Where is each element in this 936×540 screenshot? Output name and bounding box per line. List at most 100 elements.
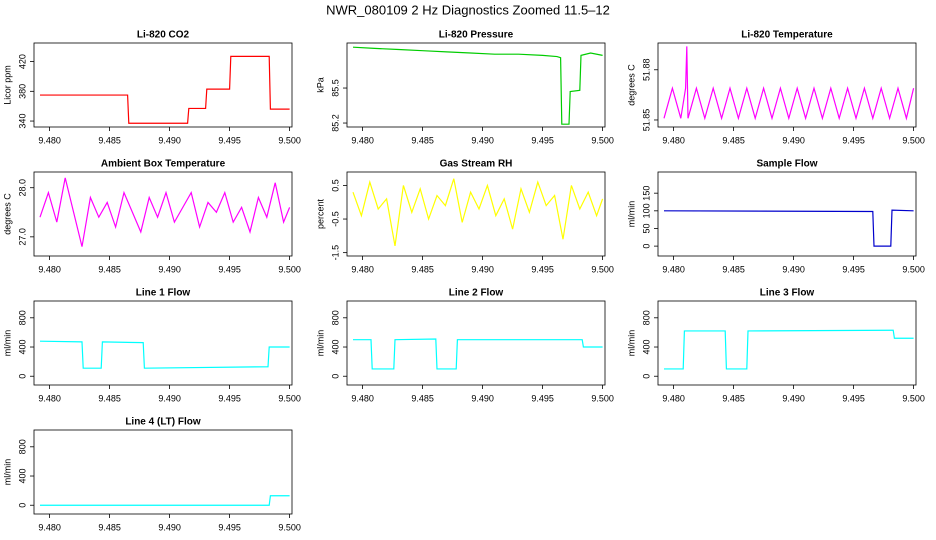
y-tick-label: 800 bbox=[17, 439, 27, 454]
x-tick-label: 9.500 bbox=[591, 135, 614, 145]
y-tick-label: 51.88 bbox=[641, 59, 651, 82]
x-tick-label: 9.490 bbox=[158, 522, 181, 532]
x-tick-label: 9.485 bbox=[411, 264, 434, 274]
plot-frame bbox=[657, 42, 917, 128]
x-tick-label: 9.480 bbox=[38, 393, 61, 403]
y-axis-label: degrees C bbox=[626, 64, 636, 106]
x-tick-label: 9.485 bbox=[98, 264, 121, 274]
y-tick-label: 0 bbox=[17, 503, 27, 508]
x-tick-label: 9.495 bbox=[218, 135, 241, 145]
plot-frame bbox=[657, 300, 917, 386]
x-tick-label: 9.490 bbox=[782, 393, 805, 403]
x-tick-label: 9.490 bbox=[782, 264, 805, 274]
y-axis-label: ml/min bbox=[626, 201, 636, 228]
x-tick-label: 9.495 bbox=[218, 393, 241, 403]
x-tick-label: 9.485 bbox=[411, 393, 434, 403]
x-tick-label: 9.480 bbox=[351, 135, 374, 145]
y-axis-label: degrees C bbox=[2, 193, 12, 235]
y-axis-label: ml/min bbox=[2, 330, 12, 357]
x-tick-label: 9.485 bbox=[722, 393, 745, 403]
x-tick-label: 9.485 bbox=[411, 135, 434, 145]
x-tick-label: 9.480 bbox=[662, 393, 685, 403]
x-tick-label: 9.490 bbox=[471, 264, 494, 274]
y-tick-label: 51.85 bbox=[641, 109, 651, 132]
x-tick-label: 9.490 bbox=[158, 135, 181, 145]
data-line bbox=[40, 55, 290, 124]
panel-title: Ambient Box Temperature bbox=[101, 159, 226, 170]
y-tick-label: 400 bbox=[330, 340, 340, 355]
panel-title: Li-820 Pressure bbox=[439, 30, 514, 41]
y-tick-label: -1.5 bbox=[330, 245, 340, 261]
y-tick-label: 28.0 bbox=[17, 179, 27, 197]
data-line bbox=[352, 46, 603, 125]
plot-frame bbox=[33, 42, 293, 128]
x-tick-label: 9.495 bbox=[218, 522, 241, 532]
data-line bbox=[39, 177, 291, 247]
y-axis-label: Licor ppm bbox=[2, 65, 12, 105]
x-tick-label: 9.490 bbox=[158, 393, 181, 403]
y-axis-label: ml/min bbox=[315, 330, 325, 357]
panel-title: Line 4 (LT) Flow bbox=[125, 417, 201, 428]
x-tick-label: 9.500 bbox=[902, 135, 925, 145]
y-tick-label: 800 bbox=[330, 310, 340, 325]
panel-title: Gas Stream RH bbox=[440, 159, 513, 170]
x-tick-label: 9.495 bbox=[842, 393, 865, 403]
plot-frame bbox=[657, 171, 917, 257]
x-tick-label: 9.480 bbox=[662, 264, 685, 274]
y-tick-label: 0.5 bbox=[330, 179, 340, 192]
x-tick-label: 9.480 bbox=[38, 135, 61, 145]
y-tick-label: 85.5 bbox=[330, 79, 340, 97]
y-axis-label: percent bbox=[315, 198, 325, 229]
y-tick-label: 0 bbox=[330, 374, 340, 379]
x-tick-label: 9.480 bbox=[38, 264, 61, 274]
y-tick-label: 0 bbox=[17, 374, 27, 379]
y-tick-label: 27.0 bbox=[17, 228, 27, 246]
y-tick-label: 340 bbox=[17, 114, 27, 129]
data-line bbox=[39, 340, 290, 369]
y-tick-label: 380 bbox=[17, 84, 27, 99]
y-tick-label: 0 bbox=[641, 374, 651, 379]
y-tick-label: 50 bbox=[641, 223, 651, 233]
x-tick-label: 9.500 bbox=[278, 135, 301, 145]
x-tick-label: 9.495 bbox=[842, 264, 865, 274]
plot-frame bbox=[346, 300, 606, 386]
page-title: NWR_080109 2 Hz Diagnostics Zoomed 11.5–… bbox=[326, 2, 610, 17]
plot-frame bbox=[346, 171, 606, 257]
x-tick-label: 9.500 bbox=[278, 522, 301, 532]
x-tick-label: 9.500 bbox=[591, 264, 614, 274]
y-tick-label: 400 bbox=[17, 340, 27, 355]
x-tick-label: 9.485 bbox=[98, 393, 121, 403]
plot-frame bbox=[33, 171, 293, 257]
x-tick-label: 9.500 bbox=[278, 264, 301, 274]
x-tick-label: 9.490 bbox=[782, 135, 805, 145]
x-tick-label: 9.485 bbox=[98, 522, 121, 532]
x-tick-label: 9.485 bbox=[722, 264, 745, 274]
x-tick-label: 9.490 bbox=[471, 135, 494, 145]
x-tick-label: 9.485 bbox=[722, 135, 745, 145]
data-line bbox=[352, 178, 604, 247]
x-tick-label: 9.485 bbox=[98, 135, 121, 145]
y-axis-label: kPa bbox=[315, 77, 325, 93]
x-tick-label: 9.495 bbox=[842, 135, 865, 145]
y-axis-label: ml/min bbox=[626, 330, 636, 357]
x-tick-label: 9.495 bbox=[531, 264, 554, 274]
data-line bbox=[663, 46, 915, 121]
y-tick-label: 0 bbox=[641, 244, 651, 249]
x-tick-label: 9.500 bbox=[591, 393, 614, 403]
y-tick-label: 400 bbox=[641, 340, 651, 355]
y-tick-label: 800 bbox=[17, 310, 27, 325]
x-tick-label: 9.500 bbox=[902, 393, 925, 403]
x-tick-label: 9.490 bbox=[158, 264, 181, 274]
x-tick-label: 9.500 bbox=[278, 393, 301, 403]
y-tick-label: 400 bbox=[17, 469, 27, 484]
x-tick-label: 9.480 bbox=[662, 135, 685, 145]
y-tick-label: 150 bbox=[641, 186, 651, 201]
panel-title: Line 2 Flow bbox=[449, 288, 504, 299]
x-tick-label: 9.500 bbox=[902, 264, 925, 274]
x-tick-label: 9.480 bbox=[351, 264, 374, 274]
y-tick-label: 420 bbox=[17, 54, 27, 69]
panel-title: Li-820 CO2 bbox=[137, 30, 190, 41]
x-tick-label: 9.495 bbox=[531, 393, 554, 403]
plot-frame bbox=[346, 42, 606, 128]
